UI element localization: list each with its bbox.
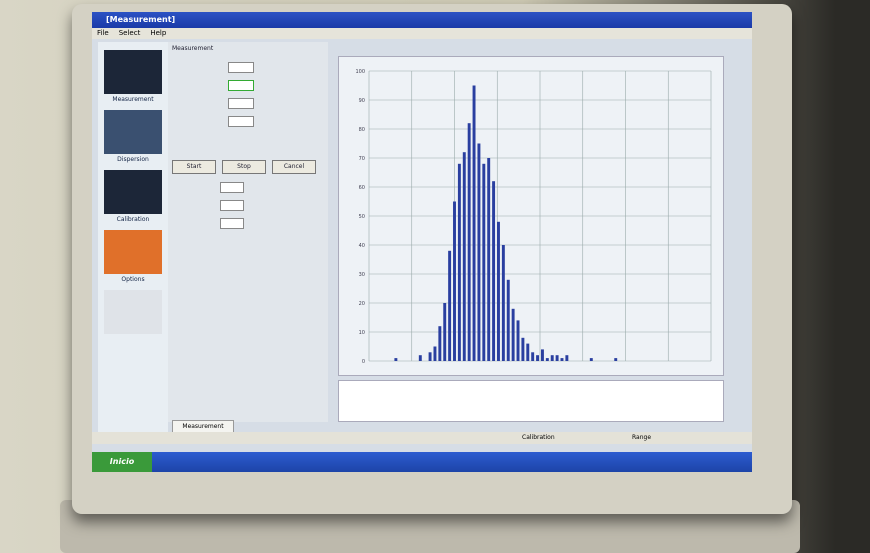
bar [507, 280, 510, 361]
sidebar-icon[interactable] [104, 170, 162, 214]
bar [458, 164, 461, 361]
menu-item[interactable]: Help [150, 29, 166, 37]
bar [473, 86, 476, 362]
bar [546, 358, 549, 361]
message-box [338, 380, 724, 422]
bar [492, 181, 495, 361]
input[interactable] [220, 200, 244, 211]
bar [463, 152, 466, 361]
bar [531, 352, 534, 361]
sidebar-icon[interactable] [104, 290, 162, 334]
button[interactable]: Stop [222, 160, 266, 174]
bar [565, 355, 568, 361]
sidebar-label[interactable]: Options [102, 276, 164, 283]
sidebar-label[interactable]: Measurement [102, 96, 164, 103]
bar [590, 358, 593, 361]
y-tick-label: 60 [359, 185, 365, 191]
button[interactable]: Start [172, 160, 216, 174]
y-tick-label: 90 [359, 98, 365, 104]
page: {"window": {"title": "[Measurement]"}, "… [0, 0, 870, 553]
y-tick-label: 0 [362, 359, 365, 365]
status-bar: Calibration Range [92, 432, 752, 444]
input[interactable] [228, 80, 254, 91]
input[interactable] [228, 98, 254, 109]
bar [536, 355, 539, 361]
bar [541, 349, 544, 361]
sidebar: Measurement Dispersion Calibration Optio… [98, 42, 168, 442]
bar [394, 358, 397, 361]
bar [551, 355, 554, 361]
input[interactable] [228, 116, 254, 127]
bar [487, 158, 490, 361]
menu-bar: File Select Help [92, 28, 752, 39]
bar [512, 309, 515, 361]
sidebar-label[interactable]: Dispersion [102, 156, 164, 163]
bar [443, 303, 446, 361]
measurement-panel: Measurement Start Stop Cancel [168, 42, 328, 422]
bar [477, 144, 480, 362]
sidebar-icon[interactable] [104, 50, 162, 94]
status-text: Calibration [522, 434, 555, 441]
y-tick-label: 80 [359, 127, 365, 133]
menu-item[interactable]: File [97, 29, 109, 37]
button[interactable]: Cancel [272, 160, 316, 174]
input[interactable] [220, 182, 244, 193]
sidebar-label[interactable]: Calibration [102, 216, 164, 223]
window-title: [Measurement] [106, 15, 175, 24]
input[interactable] [228, 62, 254, 73]
sidebar-icon[interactable] [104, 230, 162, 274]
menu-item[interactable]: Select [119, 29, 141, 37]
bar [497, 222, 500, 361]
bar [448, 251, 451, 361]
bar [453, 202, 456, 362]
histogram: 0 10 20 30 40 50 60 70 80 90 100 [339, 57, 723, 375]
bar [502, 245, 505, 361]
input[interactable] [220, 218, 244, 229]
y-tick-label: 70 [359, 156, 365, 162]
bar [438, 326, 441, 361]
screen: [Measurement] File Select Help Measurement… [92, 12, 752, 472]
bar [526, 344, 529, 361]
y-tick-label: 50 [359, 214, 365, 220]
histogram-panel: 0 10 20 30 40 50 60 70 80 90 100 [338, 56, 724, 376]
bar [468, 123, 471, 361]
bar [433, 347, 436, 362]
panel-header: Measurement [172, 45, 213, 52]
taskbar: Inicio [92, 452, 752, 472]
y-tick-label: 40 [359, 243, 365, 249]
bar [419, 355, 422, 361]
bar [614, 358, 617, 361]
y-tick-label: 10 [359, 330, 365, 336]
bar [517, 320, 520, 361]
y-tick-label: 100 [355, 69, 365, 75]
bar [429, 352, 432, 361]
bar [561, 358, 564, 361]
start-button[interactable]: Inicio [92, 452, 152, 472]
title-bar: [Measurement] [92, 12, 752, 28]
bar [556, 355, 559, 361]
sidebar-icon[interactable] [104, 110, 162, 154]
bar [482, 164, 485, 361]
y-tick-label: 20 [359, 301, 365, 307]
bar [521, 338, 524, 361]
status-text: Range [632, 434, 651, 441]
y-tick-label: 30 [359, 272, 365, 278]
